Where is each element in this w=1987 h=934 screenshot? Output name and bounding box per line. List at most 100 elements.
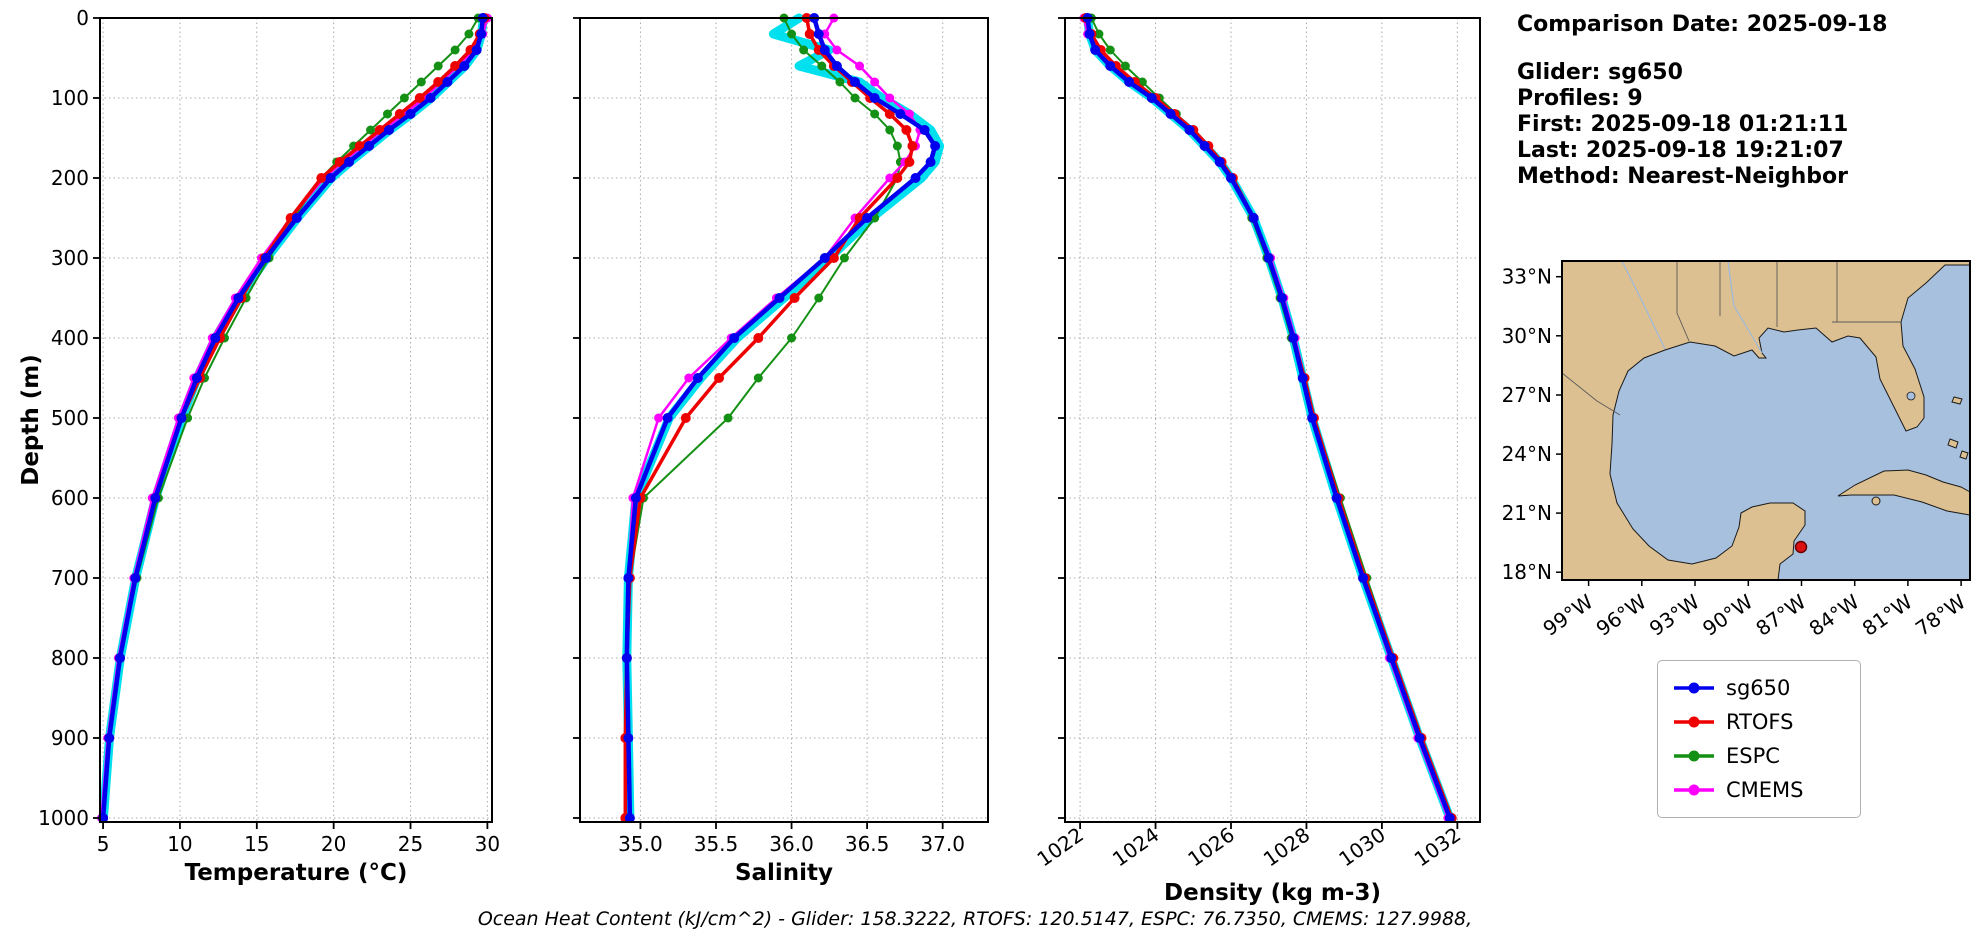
series-sg650-marker — [150, 493, 161, 503]
series-ESPC-marker — [1105, 45, 1115, 55]
series-sg650-marker — [910, 173, 921, 183]
series-sg650-marker — [813, 29, 824, 39]
series-sg650-marker — [459, 61, 470, 71]
series-sg650-marker — [692, 373, 703, 383]
series-sg650-marker — [1165, 109, 1176, 119]
series-sg650-marker — [895, 109, 906, 119]
x-tick-label: 1024 — [1108, 822, 1163, 871]
x-tick-label: 36.5 — [845, 832, 890, 856]
series-CMEMS-marker — [684, 373, 694, 383]
temperature-profile-chart: 5 10 15 20 25 30 0 100 200 300 400 500 600 700 800 900 1… — [18, 6, 500, 886]
gulf-of-mexico-map: 33°N 30°N 27°N 24°N 21°N 18°N 99°W 96°W 93°W 90°W… — [1502, 260, 1971, 641]
series-sg650-marker — [1124, 77, 1135, 87]
x-axis-title: Salinity — [735, 860, 833, 886]
series-sg650-marker — [442, 77, 453, 87]
series-RTOFS-marker — [804, 29, 815, 39]
series-sg650-marker — [364, 141, 375, 151]
legend-line-marker — [1674, 682, 1714, 694]
series-sg650-marker — [291, 213, 302, 223]
series-ESPC-marker — [870, 109, 880, 119]
series-ESPC-marker — [1120, 61, 1130, 71]
series-ESPC-marker — [433, 61, 443, 71]
density-plot: 1022 1024 1026 1028 1030 1032 Density (kg m-3) — [1032, 13, 1481, 906]
series-ESPC-marker — [787, 29, 797, 39]
series-ESPC-marker — [814, 293, 824, 303]
series-sg650-marker — [1331, 493, 1342, 503]
x-tick-label: 30 — [475, 832, 500, 856]
y-axis-title: Depth (m) — [18, 354, 44, 486]
series-sg650-marker — [104, 733, 115, 743]
series-sg650-marker — [1146, 93, 1157, 103]
series-ESPC-marker — [885, 125, 895, 135]
series-sg650-marker — [191, 373, 202, 383]
x-tick-label: 15 — [244, 832, 269, 856]
series-sg650-marker — [623, 573, 634, 583]
y-tick-label: 800 — [51, 646, 89, 670]
series-sg650-marker — [819, 253, 830, 263]
series-RTOFS-marker — [680, 413, 691, 423]
series-sg650-marker — [1214, 157, 1225, 167]
glider-position-marker — [1794, 540, 1808, 554]
legend: sg650 RTOFS ESPC CMEMS — [1657, 660, 1861, 818]
series-sg650-marker — [471, 45, 482, 55]
series-sg650-marker — [662, 413, 673, 423]
series-sg650-marker — [1226, 173, 1236, 183]
x-tick-label: 37.0 — [920, 832, 965, 856]
series-RTOFS-marker — [433, 77, 444, 87]
legend-item-CMEMS: CMEMS — [1666, 773, 1852, 807]
x-tick-label: 1028 — [1259, 822, 1314, 871]
series-ESPC-marker — [835, 77, 845, 87]
series-ESPC-marker — [892, 141, 902, 151]
y-tick-label: 0 — [76, 6, 89, 30]
map-lon-label: 96°W — [1592, 589, 1651, 640]
series-sg650-line — [100, 17, 486, 819]
series-sg650-marker — [114, 653, 125, 663]
info-panel: Comparison Date: 2025-09-18 Glider: sg65… — [1517, 12, 1887, 190]
x-tick-label: 1030 — [1334, 822, 1389, 871]
series-sg650-marker — [210, 333, 221, 343]
temperature-plot: 5 10 15 20 25 3001002003004005006007008009001… — [18, 6, 500, 886]
salinity-profile-chart: 35.0 35.5 36.0 36.5 37.0 Salinity — [573, 13, 989, 886]
series-ESPC-marker — [399, 93, 409, 103]
y-tick-label: 100 — [51, 86, 89, 110]
series-sg650-marker — [1263, 253, 1274, 263]
series-RTOFS-marker — [714, 373, 725, 383]
series-ESPC-marker — [787, 333, 797, 343]
series-sg650-marker — [130, 573, 141, 583]
legend-label: CMEMS — [1726, 778, 1804, 802]
map-lon-label: 78°W — [1911, 589, 1970, 640]
map-frame — [1561, 260, 1971, 581]
series-ESPC-marker — [1094, 29, 1104, 39]
series-sg650-marker — [819, 45, 830, 55]
first-profile-time-text: First: 2025-09-18 01:21:11 — [1517, 112, 1849, 137]
series-RTOFS-marker — [753, 333, 764, 343]
series-RTOFS-marker — [892, 173, 903, 183]
series-ESPC-marker — [799, 45, 809, 55]
series-sg650-marker — [1288, 333, 1299, 343]
series-RTOFS-marker — [789, 293, 800, 303]
series-CMEMS-marker — [885, 93, 895, 103]
series-RTOFS-marker — [450, 61, 461, 71]
land-area — [1561, 260, 1971, 581]
series-sg650-marker — [1444, 813, 1455, 823]
glider-raw-profiles-line — [98, 13, 488, 823]
series-RTOFS-marker — [828, 253, 839, 263]
series-sg650-marker — [405, 109, 416, 119]
x-axis-title: Density (kg m-3) — [1164, 880, 1381, 906]
series-ESPC-line — [1090, 17, 1451, 819]
series-sg650-marker — [1358, 573, 1369, 583]
map-lat-label: 30°N — [1502, 324, 1552, 348]
series-ESPC-marker — [382, 109, 392, 119]
x-tick-label: 35.5 — [694, 832, 739, 856]
legend-line-marker — [1674, 716, 1714, 728]
series-sg650-marker — [384, 125, 395, 135]
series-ESPC-marker — [366, 125, 376, 135]
map-lat-label: 21°N — [1502, 501, 1552, 525]
series-sg650-marker — [425, 93, 436, 103]
series-sg650-marker — [176, 413, 187, 423]
lake-okeechobee — [1906, 391, 1916, 401]
plot-frame — [579, 17, 989, 823]
salinity-plot: 35.0 35.5 36.0 36.5 37.0 Salinity — [573, 13, 989, 886]
map-lon-label: 81°W — [1858, 589, 1917, 640]
x-tick-label: 36.0 — [769, 832, 814, 856]
